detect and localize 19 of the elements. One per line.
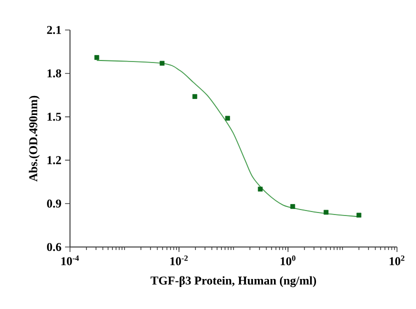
x-tick-label: 10$^{-2}$ [170, 256, 188, 266]
point [192, 94, 198, 99]
point [324, 210, 328, 215]
x-tick-label: 10$^{-4}$ [61, 256, 79, 266]
y-tick-label: 1.2 [48, 156, 62, 164]
y-tick-label: 0.9 [47, 200, 62, 208]
point [258, 186, 263, 192]
y-tick-label: 0.6 [47, 242, 62, 252]
point [225, 116, 230, 121]
point [160, 60, 165, 66]
y-tick-label: 2.1 [47, 26, 61, 34]
y-axis-title: Abs.(OD.490nm) [28, 96, 40, 182]
point [290, 204, 296, 209]
x-tick-label: 10$^{0}$ [280, 256, 296, 266]
y-tick-label: 1.5 [48, 112, 62, 121]
x-axis-title: TGF-β3 Protein, Human (ng/ml) [150, 276, 316, 288]
x-tick-label: 10$^{2}$ [390, 256, 404, 266]
point [356, 212, 362, 218]
y-tick-label: 1.8 [48, 69, 62, 78]
